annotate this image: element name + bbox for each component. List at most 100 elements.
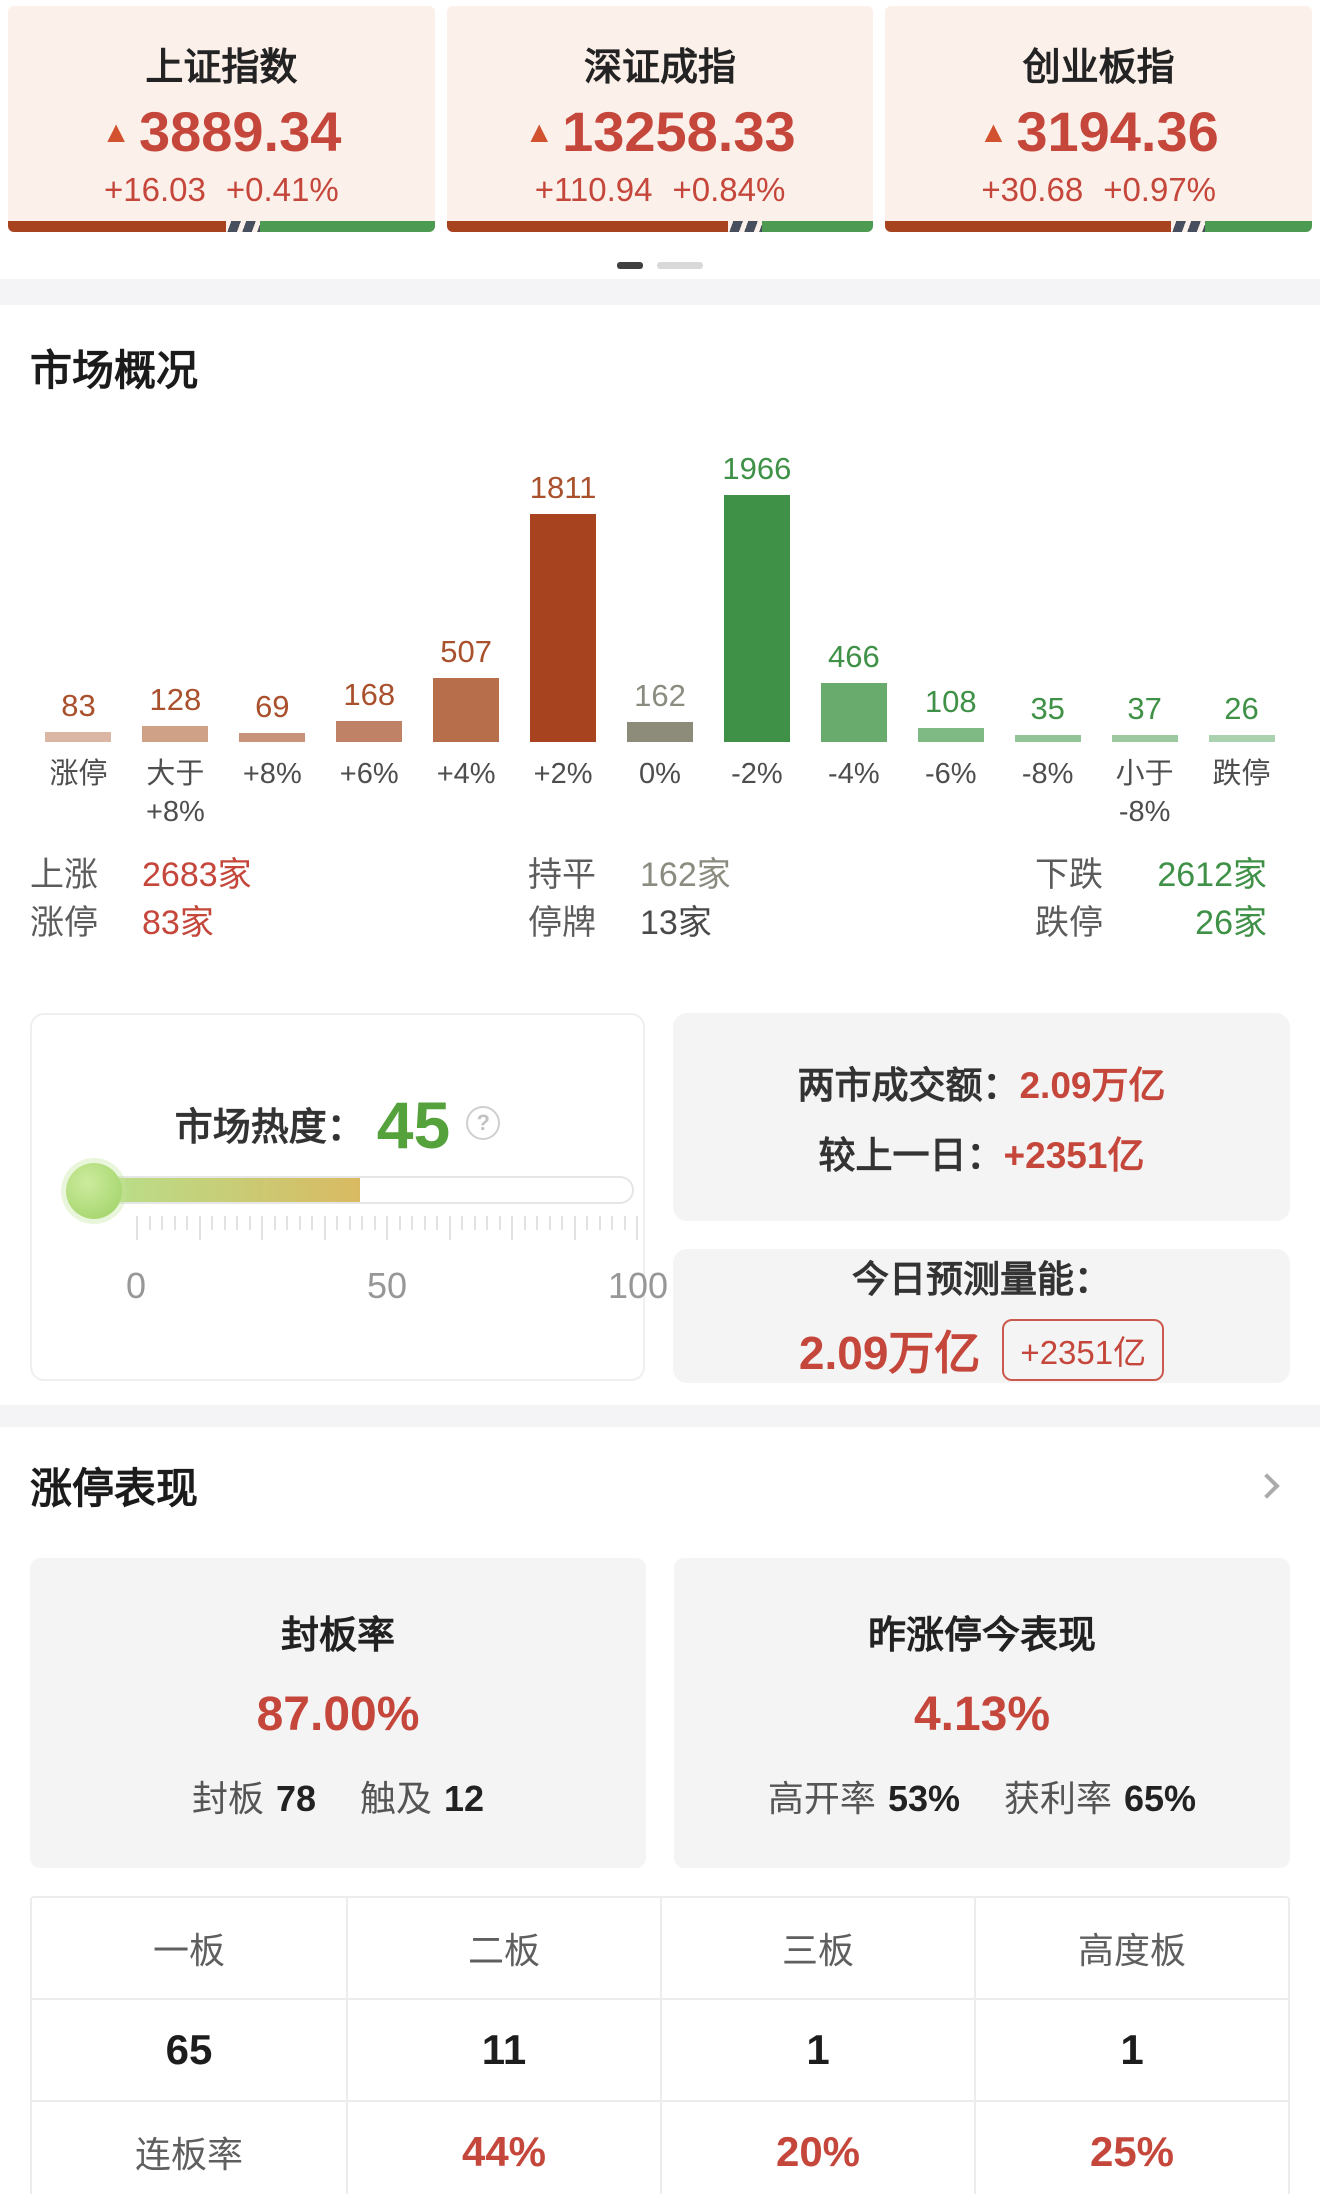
- table-rate-cell: 25%: [974, 2102, 1288, 2194]
- slider-tick-mark: [436, 1216, 438, 1231]
- table-header-cell: 二板: [346, 1898, 660, 1999]
- index-card-value: 3889.34: [138, 100, 342, 163]
- index-card-breadth-bar: [8, 221, 435, 232]
- slider-tick-mark: [511, 1216, 513, 1241]
- slider-tick-mark: [611, 1216, 613, 1231]
- index-change-pct: +0.41%: [225, 170, 339, 208]
- chart-bar: [1014, 735, 1081, 742]
- chart-bar: [1208, 735, 1275, 742]
- slider-tick-mark: [636, 1216, 638, 1241]
- heat-label: 市场热度：: [174, 1107, 365, 1150]
- slider-tick-mark: [548, 1216, 551, 1231]
- index-card-value-row: ▲ 13258.33: [447, 101, 874, 163]
- turnover-label: 两市成交额：: [797, 1065, 1020, 1107]
- slider-track[interactable]: [94, 1176, 634, 1205]
- yesterday-performance-value: 4.13%: [913, 1688, 1051, 1742]
- distribution-bar-chart: 83 128 69 168 507 1811 162 1966 466 108 35 37 26: [30, 442, 1290, 742]
- stat-value: 78: [275, 1778, 316, 1820]
- breadth-bar-green-segment: [1205, 221, 1313, 232]
- table-rate-cell: 44%: [346, 2102, 660, 2194]
- chart-category-label: 涨停: [49, 758, 108, 790]
- turnover-line: 两市成交额：2.09万亿: [797, 1055, 1165, 1109]
- turnover-value: 2.09万亿: [1019, 1065, 1166, 1107]
- slider-tick-mark: [148, 1216, 151, 1231]
- market-overview-section: 市场概况 83 128 69 168 507 1811 162 1966 466 108 35 37 2…: [0, 337, 1320, 943]
- table-rate-label-cell: 连板率: [134, 2134, 243, 2176]
- chart-bar: [723, 495, 790, 742]
- breadth-value: 26家: [1195, 903, 1267, 942]
- chart-value-label: 168: [343, 677, 396, 712]
- stat-pair: 触及 12: [360, 1778, 485, 1820]
- chart-value-label: 83: [61, 688, 96, 723]
- chart-category-label: -6%: [924, 758, 977, 790]
- chart-category-label: +2%: [533, 758, 593, 790]
- slider-scale-max: 100: [607, 1265, 669, 1307]
- breadth-bar-red-segment: [8, 221, 226, 232]
- chart-category-label: 跌停: [1212, 758, 1271, 790]
- slider-knob[interactable]: [66, 1163, 122, 1220]
- index-card-value-row: ▲ 3194.36: [885, 101, 1312, 163]
- breadth-label: 停牌: [528, 903, 596, 942]
- limit-up-section: 涨停表现 封板率 87.00% 封板 78 触及 12 昨涨停今表现 4.13% 高开…: [0, 1455, 1320, 1869]
- section-title-market-overview: 市场概况: [30, 347, 199, 394]
- index-card[interactable]: 创业板指 ▲ 3194.36 +30.68 +0.97%: [885, 6, 1313, 232]
- breadth-bar-stripe-separator: [225, 221, 260, 232]
- index-card[interactable]: 上证指数 ▲ 3889.34 +16.03 +0.41%: [8, 6, 435, 232]
- chart-bar: [626, 722, 693, 742]
- index-change-value: +16.03: [103, 170, 206, 208]
- board-table: 一板 二板 三板 高度板 65 11 1 1 连板率 44% 20% 25%: [30, 1896, 1290, 2194]
- slider-tick-mark: [598, 1216, 601, 1231]
- seal-rate-title: 封板率: [280, 1615, 395, 1658]
- turnover-label: 较上一日：: [818, 1135, 1004, 1177]
- index-card-breadth-bar: [446, 221, 874, 232]
- breadth-bar-green-segment: [762, 221, 874, 232]
- slider-tick-mark: [523, 1216, 526, 1231]
- breadth-bar-stripe-separator: [728, 221, 763, 232]
- chart-category-label: -8%: [1021, 758, 1074, 790]
- turnover-card: 两市成交额：2.09万亿 较上一日：+2351亿: [673, 1013, 1290, 1222]
- index-card[interactable]: 深证成指 ▲ 13258.33 +110.94 +0.84%: [446, 6, 874, 232]
- slider-tick-mark: [348, 1216, 351, 1231]
- index-card-value-row: ▲ 3889.34: [8, 101, 435, 163]
- arrow-up-icon: ▲: [524, 116, 555, 149]
- forecast-title: 今日预测量能：: [852, 1259, 1111, 1301]
- index-change-pct: +0.84%: [672, 170, 786, 208]
- market-heat-card: 市场热度： 45? 0 50 100: [30, 1013, 668, 1382]
- chart-value-label: 35: [1030, 691, 1065, 726]
- slider-tick-mark: [486, 1216, 488, 1231]
- chart-category-label: +6%: [339, 758, 399, 790]
- slider-scale-min: 0: [125, 1265, 147, 1307]
- breadth-bar-green-segment: [259, 221, 435, 232]
- limit-up-header[interactable]: 涨停表现: [30, 1455, 1290, 1516]
- table-count-row: 65 11 1 1: [32, 1998, 1288, 2101]
- table-header-cell: 一板: [152, 1930, 225, 1972]
- breadth-value: 13家: [640, 903, 712, 942]
- breadth-label: 下跌: [1035, 855, 1103, 894]
- forecast-card: 今日预测量能： 2.09万亿 +2351亿: [673, 1249, 1290, 1384]
- volume-cards-column: 两市成交额：2.09万亿 较上一日：+2351亿 今日预测量能： 2.09万亿 +…: [673, 1013, 1290, 1384]
- chart-column: 1966: [708, 451, 805, 742]
- help-icon[interactable]: ?: [466, 1106, 501, 1141]
- pagination-dot[interactable]: [657, 262, 703, 269]
- chart-bar: [530, 514, 597, 742]
- table-count-cell: 11: [346, 2000, 660, 2101]
- breadth-value: 83家: [142, 903, 214, 942]
- index-card-title: 深证成指: [584, 47, 737, 89]
- slider-tick-mark: [398, 1216, 401, 1231]
- pagination-dot-active[interactable]: [617, 262, 643, 269]
- slider-tick-mark: [498, 1216, 501, 1231]
- chart-value-label: 37: [1127, 691, 1162, 726]
- slider-tick-mark: [198, 1216, 201, 1241]
- chart-bar: [820, 683, 887, 742]
- chart-value-label: 1811: [529, 470, 597, 505]
- chart-value-label: 128: [149, 682, 202, 717]
- breadth-label: 跌停: [1035, 903, 1103, 942]
- slider-tick-mark: [136, 1216, 138, 1241]
- chart-category-label: +4%: [436, 758, 496, 790]
- index-change-pct: +0.97%: [1103, 170, 1217, 208]
- market-breadth-stats: 上涨 2683家 持平 162家 下跌 2612家 涨停 83家 停牌 13家 跌停 26家: [30, 847, 1290, 943]
- slider-tick-mark: [373, 1216, 376, 1231]
- slider-tick-mark: [236, 1216, 238, 1231]
- chart-value-label: 69: [255, 689, 290, 724]
